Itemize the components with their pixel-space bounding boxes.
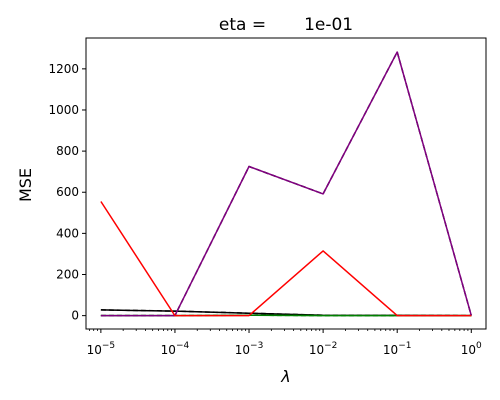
series-line-6 [100,201,472,317]
y-tick-label-2: 400 [56,226,79,240]
chart-title-value: 1e-01 [304,15,353,35]
y-tick-label-5: 1000 [48,103,79,117]
x-tick-label-3: 10−2 [309,341,338,357]
y-tick-label-1: 200 [56,268,79,282]
y-tick-label-4: 800 [56,144,79,158]
plot-frame [85,37,487,330]
x-tick-label-5: 100 [461,341,482,357]
y-axis-ticks: 0 200 400 600 800 1000 1200 [48,62,86,323]
x-tick-label-4: 10−1 [383,341,412,357]
x-axis-label: λ [280,367,290,386]
x-tick-label-0: 10−5 [87,341,116,357]
y-tick-label-6: 1200 [48,62,79,76]
x-tick-label-2: 10−3 [235,341,264,357]
y-tick-label-0: 0 [71,309,79,323]
chart-title: eta = 1e-01 [219,15,353,35]
series-line-4 [100,51,473,317]
x-tick-label-1: 10−4 [161,341,190,357]
y-axis-label: MSE [16,168,35,202]
y-tick-label-3: 600 [56,185,79,199]
plot-area [100,51,473,317]
series-line-5 [100,51,473,317]
x-axis-ticks: 10−5 10−4 10−3 10−2 10−1 100 [87,329,482,357]
chart-title-prefix: eta = [219,15,266,35]
